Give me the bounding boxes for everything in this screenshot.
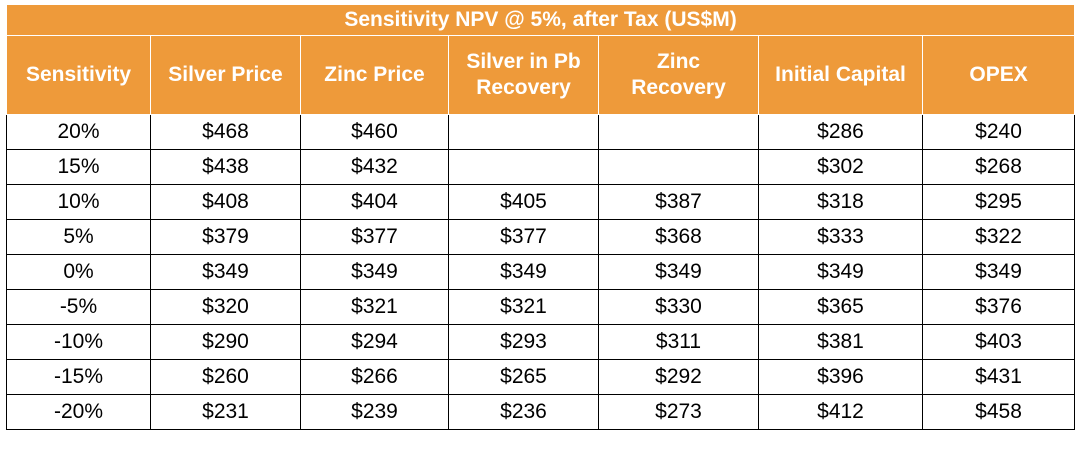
table-row: -20% $231 $239 $236 $273 $412 $458 — [6, 394, 1076, 430]
npv-value-cell: $349 — [921, 254, 1076, 290]
npv-value-cell: $403 — [921, 324, 1076, 360]
column-header: OPEX — [921, 35, 1076, 115]
npv-value-cell: $266 — [300, 359, 449, 395]
npv-value-cell: $268 — [921, 149, 1076, 185]
sensitivity-cell: 10% — [6, 184, 151, 220]
sensitivity-cell: 15% — [6, 149, 151, 185]
npv-value-cell: $321 — [300, 289, 449, 325]
npv-value-cell: $311 — [598, 324, 759, 360]
table-row: 10% $408 $404 $405 $387 $318 $295 — [6, 184, 1076, 220]
npv-value-cell: $387 — [598, 184, 759, 220]
npv-value-cell: $349 — [448, 254, 599, 290]
npv-value-cell: $231 — [150, 394, 301, 430]
npv-value-cell: $292 — [598, 359, 759, 395]
npv-value-cell: $273 — [598, 394, 759, 430]
column-header: Zinc Price — [300, 35, 449, 115]
npv-value-cell — [448, 114, 599, 150]
npv-value-cell: $236 — [448, 394, 599, 430]
column-header-line: Recovery — [631, 76, 726, 99]
npv-value-cell: $381 — [758, 324, 923, 360]
table-row: -15% $260 $266 $265 $292 $396 $431 — [6, 359, 1076, 395]
npv-value-cell: $349 — [300, 254, 449, 290]
npv-value-cell: $295 — [921, 184, 1076, 220]
npv-value-cell: $368 — [598, 219, 759, 255]
table-row: 0% $349 $349 $349 $349 $349 $349 — [6, 254, 1076, 290]
npv-value-cell: $377 — [448, 219, 599, 255]
npv-value-cell: $320 — [150, 289, 301, 325]
npv-value-cell: $377 — [300, 219, 449, 255]
npv-value-cell: $404 — [300, 184, 449, 220]
column-header: Initial Capital — [758, 35, 923, 115]
npv-value-cell: $330 — [598, 289, 759, 325]
npv-value-cell: $240 — [921, 114, 1076, 150]
table-row: -5% $320 $321 $321 $330 $365 $376 — [6, 289, 1076, 325]
npv-value-cell: $321 — [448, 289, 599, 325]
sensitivity-cell: -20% — [6, 394, 151, 430]
column-header-line: Silver Price — [168, 63, 283, 86]
npv-value-cell: $379 — [150, 219, 301, 255]
column-header: Silver Price — [150, 35, 301, 115]
npv-value-cell: $365 — [758, 289, 923, 325]
npv-value-cell — [598, 149, 759, 185]
npv-value-cell: $260 — [150, 359, 301, 395]
npv-value-cell: $286 — [758, 114, 923, 150]
column-header: Sensitivity — [6, 35, 151, 115]
column-header: Zinc Recovery — [598, 35, 759, 115]
npv-value-cell: $412 — [758, 394, 923, 430]
npv-value-cell: $458 — [921, 394, 1076, 430]
npv-value-cell: $322 — [921, 219, 1076, 255]
column-header-line: Silver in Pb — [466, 50, 581, 73]
column-header: Silver in Pb Recovery — [448, 35, 599, 115]
npv-value-cell: $460 — [300, 114, 449, 150]
npv-value-cell: $318 — [758, 184, 923, 220]
npv-value-cell: $290 — [150, 324, 301, 360]
table-body: 20% $468 $460 $286 $240 15% $438 $432 $302 $268 10… — [6, 114, 1076, 430]
npv-value-cell: $265 — [448, 359, 599, 395]
npv-value-cell: $438 — [150, 149, 301, 185]
npv-value-cell: $432 — [300, 149, 449, 185]
npv-value-cell: $408 — [150, 184, 301, 220]
sensitivity-cell: -5% — [6, 289, 151, 325]
npv-value-cell: $396 — [758, 359, 923, 395]
table-row: -10% $290 $294 $293 $311 $381 $403 — [6, 324, 1076, 360]
title-row: Sensitivity NPV @ 5%, after Tax (US$M) — [5, 4, 1076, 36]
table-row: 15% $438 $432 $302 $268 — [6, 149, 1076, 185]
npv-value-cell: $431 — [921, 359, 1076, 395]
table-row: 20% $468 $460 $286 $240 — [6, 114, 1076, 150]
npv-value-cell: $468 — [150, 114, 301, 150]
column-header-line: OPEX — [969, 63, 1028, 86]
column-header-line: Recovery — [476, 76, 571, 99]
npv-value-cell: $349 — [150, 254, 301, 290]
npv-value-cell — [448, 149, 599, 185]
sensitivity-cell: 5% — [6, 219, 151, 255]
sensitivity-npv-table: Sensitivity NPV @ 5%, after Tax (US$M) S… — [5, 4, 1076, 430]
column-header-line: Initial Capital — [775, 63, 906, 86]
sensitivity-cell: -15% — [6, 359, 151, 395]
sensitivity-cell: 0% — [6, 254, 151, 290]
npv-value-cell: $302 — [758, 149, 923, 185]
header-row: Sensitivity Silver Price Zinc Price Silver … — [6, 35, 1076, 115]
sensitivity-cell: 20% — [6, 114, 151, 150]
npv-value-cell: $293 — [448, 324, 599, 360]
sensitivity-table-container: Sensitivity NPV @ 5%, after Tax (US$M) S… — [5, 4, 1076, 430]
npv-value-cell — [598, 114, 759, 150]
column-header-line: Sensitivity — [25, 63, 132, 86]
npv-value-cell: $376 — [921, 289, 1076, 325]
npv-value-cell: $294 — [300, 324, 449, 360]
npv-value-cell: $239 — [300, 394, 449, 430]
npv-value-cell: $333 — [758, 219, 923, 255]
npv-value-cell: $349 — [758, 254, 923, 290]
column-header-line: Zinc Price — [324, 63, 425, 86]
column-header-line: Zinc — [656, 50, 701, 73]
npv-value-cell: $405 — [448, 184, 599, 220]
table-row: 5% $379 $377 $377 $368 $333 $322 — [6, 219, 1076, 255]
sensitivity-cell: -10% — [6, 324, 151, 360]
npv-value-cell: $349 — [598, 254, 759, 290]
table-title: Sensitivity NPV @ 5%, after Tax (US$M) — [5, 4, 1076, 36]
